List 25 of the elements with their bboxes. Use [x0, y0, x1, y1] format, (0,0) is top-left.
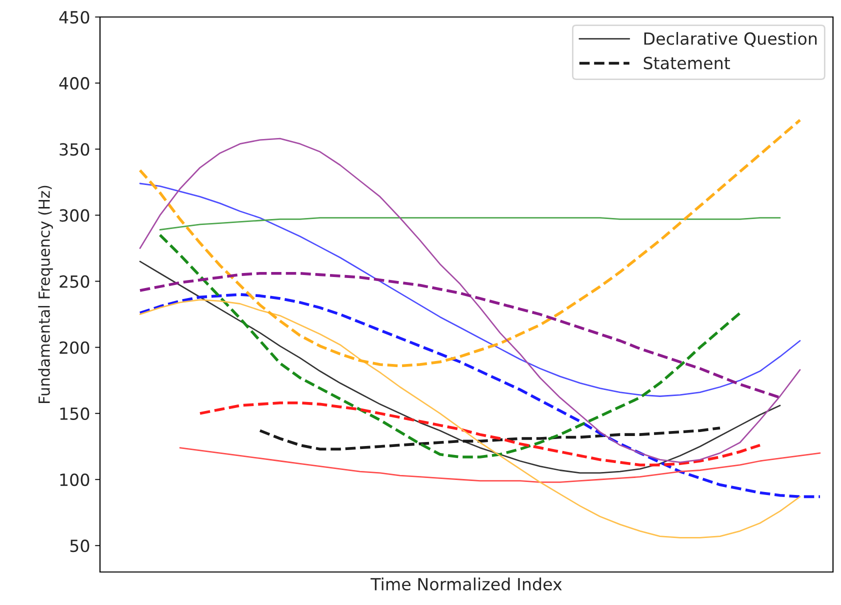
y-tick-label: 400 [59, 77, 90, 90]
line-series [179, 447, 821, 483]
line-series [139, 260, 781, 474]
y-tick-label: 300 [60, 209, 90, 222]
line-series [198, 401, 762, 466]
y-tick-label: 100 [60, 473, 90, 486]
line-series [159, 217, 781, 230]
legend-label: Statement [644, 56, 730, 70]
y-tick-label: 450 [59, 10, 90, 24]
line-series [258, 426, 722, 450]
line-series [138, 118, 802, 368]
line-series [139, 182, 801, 397]
legend-label: Declarative Question [644, 32, 817, 47]
line-series [139, 299, 801, 538]
y-tick-label: 250 [60, 275, 90, 288]
y-axis-title: Fundamental Frequency (Hz) [38, 186, 53, 403]
y-tick-label: 350 [60, 143, 90, 156]
line-series [158, 234, 742, 458]
y-tick-label: 50 [70, 540, 90, 552]
y-tick-label: 200 [60, 341, 90, 354]
x-axis-title: Time Normalized Index [370, 578, 562, 590]
line-series [138, 272, 782, 399]
y-tick-label: 150 [60, 407, 90, 420]
line-series [138, 293, 822, 498]
line-series [139, 138, 801, 464]
